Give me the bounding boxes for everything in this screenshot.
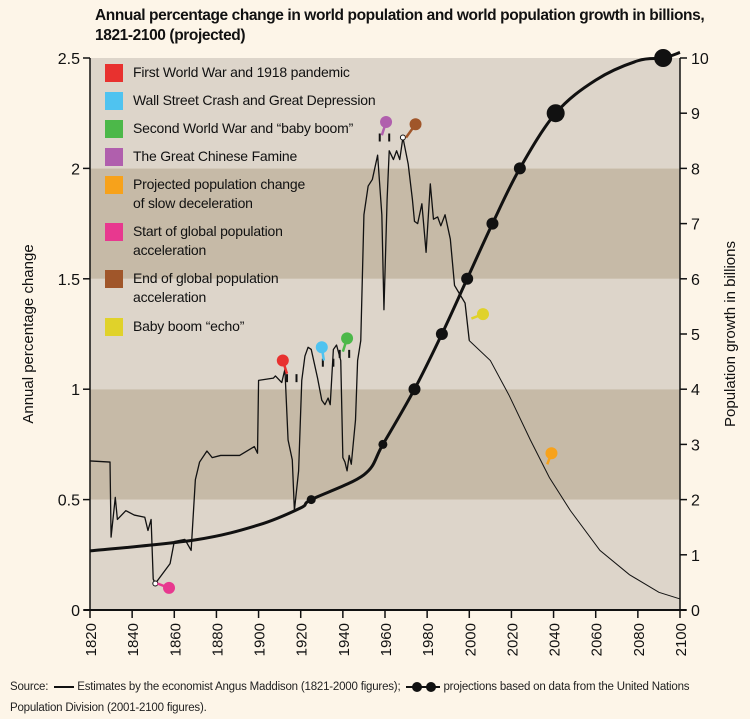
- y-tick-label: 1.5: [58, 272, 80, 289]
- x-tick-label: 1820: [83, 623, 100, 656]
- x-tick-label: 2000: [462, 623, 479, 656]
- legend-swatch: [105, 120, 123, 138]
- population-milestone-point: [408, 383, 421, 396]
- event-marker-pin: [409, 118, 422, 131]
- source-part1: Estimates by the economist Angus Maddiso…: [77, 681, 401, 693]
- legend-item-ww2: Second World War and “baby boom”: [105, 119, 425, 138]
- x-tick-label: 2040: [547, 623, 564, 656]
- y-tick-label: 2.5: [58, 51, 80, 68]
- legend-swatch: [105, 148, 123, 166]
- y-right-tick-label: 2: [691, 493, 700, 510]
- legend-label: Wall Street Crash and Great Depression: [133, 92, 376, 108]
- y-right-tick-label: 7: [691, 217, 700, 234]
- legend-label: First World War and 1918 pandemic: [133, 64, 350, 80]
- y-tick-label: 1: [71, 382, 80, 399]
- y-right-tick-label: 8: [691, 161, 700, 178]
- legend-label: Projected population change of slow decel…: [133, 176, 306, 211]
- y-right-tick-label: 6: [691, 272, 700, 289]
- x-tick-label: 2020: [504, 623, 521, 656]
- legend-label: End of global population acceleration: [133, 270, 279, 305]
- legend-swatch: [105, 318, 123, 336]
- legend-item-depression: Wall Street Crash and Great Depression: [105, 91, 425, 110]
- x-tick-label: 1840: [125, 623, 142, 656]
- x-tick-label: 2060: [589, 623, 606, 656]
- y-axis-label: Annual percentage change: [20, 244, 37, 423]
- x-tick-label: 2080: [631, 623, 648, 656]
- x-tick-label: 1880: [209, 623, 226, 656]
- legend-item-echo: Baby boom “echo”: [105, 317, 425, 336]
- source-prefix: Source:: [10, 681, 49, 693]
- grid-band: [90, 499, 680, 610]
- open-point: [152, 580, 159, 587]
- legend-swatch: [105, 270, 123, 288]
- population-milestone-point: [486, 217, 499, 230]
- population-milestone-point: [546, 104, 565, 123]
- legend-swatch: [105, 176, 123, 194]
- source-part2: projections based on data from the Unite…: [443, 681, 690, 693]
- x-tick-label: 1980: [420, 623, 437, 656]
- population-milestone-point: [378, 439, 388, 449]
- population-milestone-point: [513, 162, 526, 175]
- line-key-icon: [54, 685, 75, 688]
- dot-line-key-icon: [406, 681, 441, 692]
- y-right-tick-label: 9: [691, 106, 700, 123]
- x-tick-label: 1920: [294, 623, 311, 656]
- event-marker-pin: [341, 332, 354, 345]
- population-milestone-point: [306, 495, 316, 505]
- chart-title: Annual percentage change in world popula…: [95, 7, 705, 44]
- event-marker-pin: [315, 341, 328, 354]
- event-marker-pin: [163, 581, 176, 594]
- y-tick-label: 0.5: [58, 493, 80, 510]
- legend-item-end-acceleration: End of global population acceleration: [105, 269, 425, 307]
- y-tick-label: 2: [71, 161, 80, 178]
- event-marker-pin: [545, 447, 558, 460]
- grid-band: [90, 58, 680, 169]
- event-marker-pin: [276, 354, 289, 367]
- x-tick-label: 2100: [673, 623, 690, 656]
- x-tick-label: 1960: [378, 623, 395, 656]
- projected-change-line: [468, 340, 681, 600]
- legend-label: Second World War and “baby boom”: [133, 120, 354, 136]
- y-right-tick-label: 3: [691, 437, 700, 454]
- y-right-tick-label: 10: [691, 51, 709, 68]
- event-marker-pin: [476, 308, 489, 321]
- population-milestone-point: [654, 49, 673, 67]
- grid-band: [90, 278, 680, 390]
- y-right-tick-label: 1: [691, 548, 700, 565]
- legend-item-famine: The Great Chinese Famine: [105, 147, 425, 166]
- y-right-tick-label: 0: [691, 603, 700, 620]
- legend-swatch: [105, 64, 123, 82]
- y-tick-label: 0: [71, 603, 80, 620]
- x-tick-label: 1900: [252, 623, 269, 656]
- event-marker-pin: [380, 116, 393, 129]
- source-note: Source: Estimates by the economist Angus…: [10, 677, 750, 719]
- legend-label: The Great Chinese Famine: [133, 148, 298, 164]
- source-part3: Population Division (2001-2100 figures).: [10, 702, 207, 714]
- legend-item-deceleration: Projected population change of slow decel…: [105, 175, 425, 213]
- open-point: [399, 134, 406, 141]
- y-right-tick-label: 4: [691, 382, 700, 399]
- legend-swatch: [105, 92, 123, 110]
- legend-label: Baby boom “echo”: [133, 318, 245, 334]
- x-tick-label: 1860: [167, 623, 184, 656]
- legend-label: Start of global population acceleration: [133, 223, 283, 258]
- x-tick-label: 1940: [336, 623, 353, 656]
- population-milestone-point: [461, 272, 474, 285]
- legend-swatch: [105, 223, 123, 241]
- y-right-axis-label: Population growth in billions: [722, 241, 739, 427]
- population-milestone-point: [435, 328, 448, 340]
- y-right-tick-label: 5: [691, 327, 700, 344]
- legend-item-ww1: First World War and 1918 pandemic: [105, 63, 425, 82]
- legend-item-start-acceleration: Start of global population acceleration: [105, 222, 425, 260]
